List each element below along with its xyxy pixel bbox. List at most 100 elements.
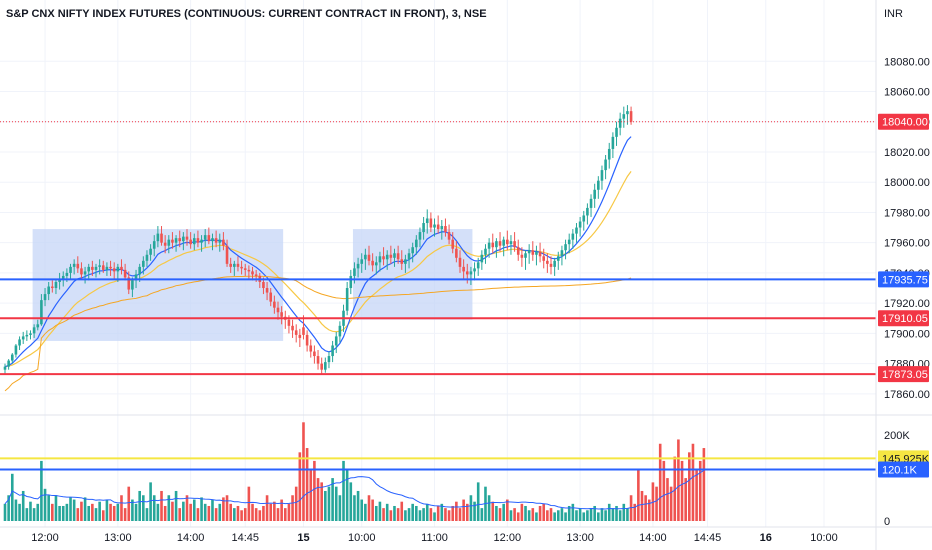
volume-bar [109, 503, 112, 521]
candle-layer[interactable] [3, 105, 633, 375]
volume-bar [105, 499, 109, 521]
volume-bar [138, 490, 141, 521]
candle-body [76, 263, 80, 269]
volume-bar [542, 503, 546, 521]
volume-bar [480, 508, 484, 521]
candle-body [374, 262, 378, 266]
time-tick-label: 16 [760, 532, 772, 544]
candle-body [214, 238, 218, 243]
candle-body [233, 263, 236, 267]
volume-bar [280, 499, 283, 521]
volume-bar [487, 495, 491, 521]
candle-body [586, 207, 589, 216]
candle-body [21, 336, 25, 340]
candle-body [313, 351, 316, 357]
hline-layer[interactable] [0, 121, 876, 471]
volume-bar [149, 482, 152, 521]
candle-body [116, 266, 120, 272]
volume-bar [425, 503, 429, 521]
candle-body [298, 334, 302, 338]
volume-bar [349, 482, 353, 521]
candle-body [556, 256, 560, 261]
highlight-box [32, 229, 284, 341]
level-tag-bg [878, 366, 929, 383]
candle-body [269, 292, 273, 302]
volume-bar [444, 508, 447, 521]
volume-bar [200, 497, 203, 521]
candle-body [109, 266, 112, 269]
volume-bar [171, 501, 174, 521]
volume-bar [629, 495, 633, 521]
candle-body [112, 268, 116, 272]
volume-bar [112, 505, 116, 521]
volume-bar [207, 505, 211, 521]
candle-body [14, 345, 18, 355]
volume-bar [626, 508, 629, 521]
volume-bar [495, 505, 498, 521]
volume-bar [447, 510, 451, 521]
candle-body [433, 224, 436, 228]
candle-body [367, 254, 371, 261]
volume-bar [382, 508, 385, 521]
volume-bar [677, 439, 680, 521]
candle-body [174, 238, 178, 243]
candle-body [371, 260, 374, 266]
volume-bar [251, 503, 254, 521]
candle-body [134, 274, 138, 281]
volume-bar [546, 510, 549, 521]
volume-bar [560, 508, 564, 521]
candle-body [382, 256, 385, 260]
volume-bar [684, 478, 687, 521]
candle-body [429, 218, 433, 228]
volume-bar [571, 503, 575, 521]
candle-body [604, 159, 607, 171]
level-tag: 17935.75 [882, 274, 928, 286]
volume-bar [556, 510, 560, 521]
chart-title: S&P CNX NIFTY INDEX FUTURES (CONTINUOUS:… [6, 8, 487, 20]
candle-body [469, 271, 473, 275]
candle-body [163, 242, 167, 246]
candle-body [276, 307, 280, 313]
candle-body [502, 239, 505, 246]
candle-body [487, 242, 491, 249]
volume-bar [622, 503, 626, 521]
volume-bar [160, 490, 163, 521]
volume-bar [666, 478, 669, 521]
candle-body [393, 253, 396, 258]
volume-bar [615, 505, 618, 521]
volume-bar [582, 512, 586, 521]
volume-bar [516, 512, 520, 521]
volume-bar [120, 495, 123, 521]
candle-body [25, 334, 29, 337]
level-tag-bg [878, 271, 929, 288]
time-tick-label: 12:00 [31, 532, 59, 544]
volume-bar [513, 508, 516, 521]
level-tag: 17910.05 [882, 313, 928, 325]
volume-bar [593, 505, 596, 521]
volume-bar [618, 510, 622, 521]
volume-bar [597, 512, 600, 521]
volume-bar [182, 501, 185, 521]
candle-body [316, 356, 320, 364]
candle-body [498, 241, 502, 246]
candle-body [131, 280, 134, 290]
volume-bar [83, 497, 87, 521]
volume-bar [116, 503, 120, 521]
volume-bar [196, 508, 200, 521]
volume-bar [473, 501, 476, 521]
candle-body [265, 288, 269, 293]
volume-bar [65, 503, 69, 521]
candle-body [91, 266, 94, 270]
volume-bar [589, 508, 593, 521]
time-tick-label: 10:00 [810, 532, 838, 544]
candle-body [196, 238, 200, 243]
candle-body [156, 233, 160, 242]
candle-body [192, 238, 196, 245]
candle-body [120, 266, 123, 270]
volume-bar [61, 505, 65, 521]
candle-body [411, 247, 414, 254]
candle-body [251, 271, 254, 275]
candle-body [54, 281, 58, 289]
candle-body [407, 253, 411, 260]
